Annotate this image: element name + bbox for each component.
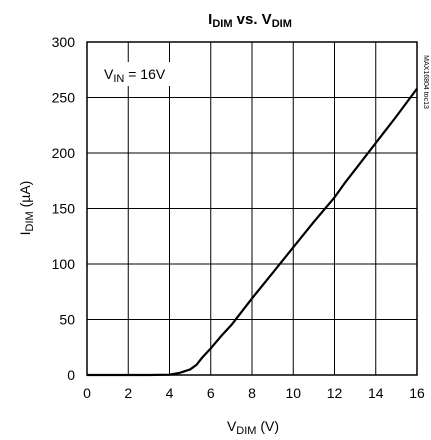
x-tick-label: 14 — [368, 385, 384, 401]
x-tick-label: 6 — [207, 385, 215, 401]
y-tick-label: 50 — [59, 312, 75, 328]
annotation-background — [96, 62, 178, 86]
x-axis-label: VDIM (V) — [227, 418, 279, 437]
x-tick-label: 16 — [409, 385, 425, 401]
y-axis-label: IDIM (µA) — [17, 181, 36, 236]
y-tick-label: 0 — [67, 367, 75, 383]
x-tick-label: 12 — [327, 385, 343, 401]
y-tick-label: 100 — [52, 256, 76, 272]
x-tick-label: 2 — [124, 385, 132, 401]
x-tick-label: 10 — [285, 385, 301, 401]
y-tick-label: 300 — [52, 34, 76, 50]
series-line — [87, 87, 418, 377]
y-tick-label: 200 — [52, 145, 76, 161]
x-tick-label: 0 — [83, 385, 91, 401]
x-tick-labels: 0 2 4 6 8 10 12 14 16 — [83, 385, 425, 401]
y-tick-label: 150 — [52, 201, 76, 217]
plot-frame — [86, 41, 418, 376]
chart-title: IDIM vs. VDIM — [208, 11, 292, 30]
figure-id: MAX16804 toc13 — [422, 55, 429, 109]
grid — [87, 42, 417, 375]
y-tick-label: 250 — [52, 90, 76, 106]
annotation-vin: VIN = 16V — [104, 66, 166, 85]
y-tick-labels: 0 50 100 150 200 250 300 — [52, 34, 76, 383]
x-tick-label: 8 — [248, 385, 256, 401]
x-tick-label: 4 — [166, 385, 174, 401]
